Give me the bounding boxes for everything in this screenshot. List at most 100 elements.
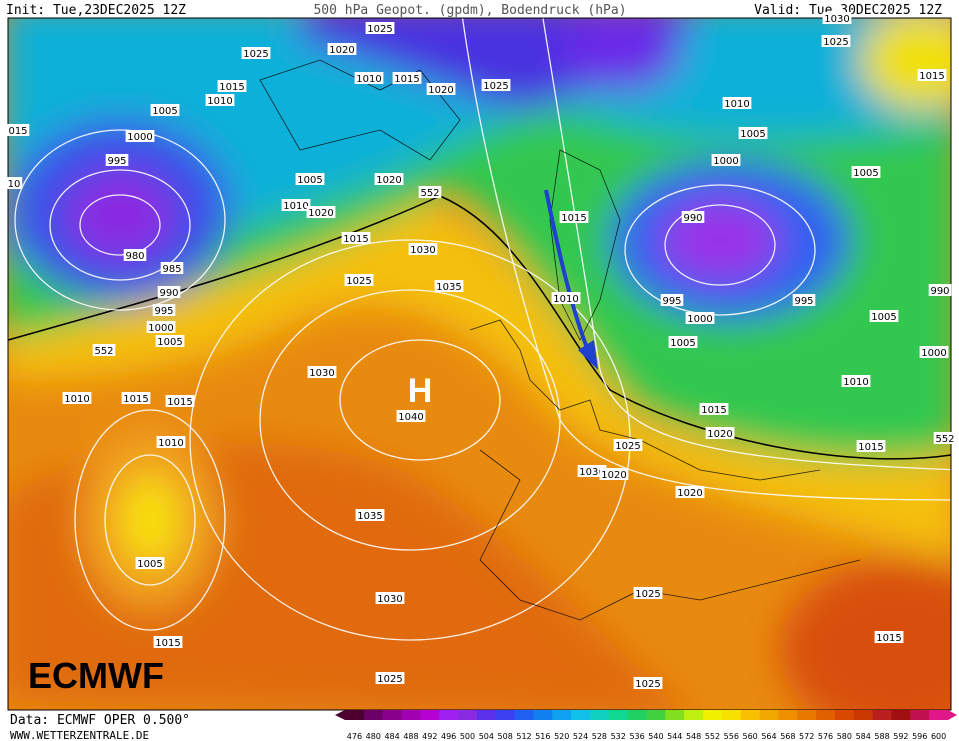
colorbar-label: 504 [479,732,494,741]
isobar-label: 1015 [167,397,192,408]
isobar-label-box [121,392,151,404]
isobar-label: 015 [8,126,27,137]
isobar-label-box [792,294,816,306]
isobar-label-box [660,294,684,306]
isobar-label: 1010 [724,99,749,110]
isobar-label: 1030 [377,594,402,605]
isobar-label-box [821,35,851,47]
init-time: Init: Tue,23DEC2025 12Z [6,3,186,18]
isobar-label-box [917,69,947,81]
isobar-label-box [355,509,385,521]
isobar-label-box [156,436,186,448]
isobar-label: 1020 [329,45,354,56]
colorbar-swatch [363,710,384,720]
isobar-label: 1035 [357,511,382,522]
colorbar-swatch [665,710,685,720]
isobar-label-box [62,392,92,404]
isobar-label: 1025 [367,24,392,35]
isobar-label: 1000 [127,132,152,143]
isobar-label-box [241,47,271,59]
isobar-label-box [711,154,741,166]
colorbar-swatch [608,710,629,720]
isobar-label: 1015 [561,213,586,224]
isobar-label: 10 [8,179,21,190]
isobar-label-box [599,468,629,480]
isobar-label: 990 [930,286,949,297]
isobar-label: 1015 [394,74,419,85]
isobar-label-box [633,587,663,599]
isobar-label: 1015 [343,234,368,245]
isobar-label: 1015 [123,394,148,405]
high-marker: H [408,372,433,410]
isobar-label-box [105,154,129,166]
isobar-label: 1005 [740,129,765,140]
colorbar-label: 476 [347,732,362,741]
colorbar-swatch [345,710,365,720]
isobar-label-box [153,636,183,648]
colorbar-swatch [439,710,459,720]
isobar-label: 1010 [64,394,89,405]
colorbar-label: 600 [931,732,946,741]
isobar-label-box [675,486,705,498]
isobar-label: 1030 [309,368,334,379]
isobar-label-box [738,127,768,139]
colorbar-label: 520 [554,732,569,741]
isobar-label: 995 [794,296,813,307]
isobar-label: 1010 [158,438,183,449]
isobar-label-box [341,232,371,244]
colorbar-label: 528 [592,732,607,741]
isobar-label-box [6,124,30,136]
colorbar-swatch [703,710,723,720]
isobar-label-box [851,166,881,178]
isobar-label-box [160,262,184,274]
isobar-label-box [919,346,949,358]
colorbar-swatch [476,710,497,720]
isobar-label: 1005 [297,175,322,186]
isobar-label: 1030 [824,14,849,25]
colorbar-swatch [495,710,516,720]
colorbar: 476 480 484 488 492 496 500 504 508 512 516 520 524 5… [335,710,957,741]
isobar-label: 1025 [635,679,660,690]
isobar-label: 1010 [843,377,868,388]
isobar-label-box [418,186,442,198]
isobar-label-box [375,592,405,604]
model-logo: ECMWF [28,655,164,696]
isobar-label: 1015 [919,71,944,82]
colorbar-swatch [514,710,534,720]
colorbar-swatch [684,710,704,720]
isobar-label-box [295,173,325,185]
isobar-label-box [135,557,165,569]
colorbar-swatch [853,710,874,720]
isobar-label-box [841,375,871,387]
colorbar-label: 500 [460,732,475,741]
colorbar-label: 552 [705,732,720,741]
colorbar-label: 536 [629,732,644,741]
colorbar-swatch [929,710,949,720]
colorbar-label: 544 [667,732,682,741]
colorbar-label: 492 [422,732,437,741]
isobar-label-box [933,432,957,444]
isobar-label: 552 [420,188,439,199]
colorbar-label: 480 [366,732,381,741]
isobar-label-box [157,286,181,298]
colorbar-label: 556 [724,732,739,741]
colorbar-swatch [797,710,817,720]
isobar-label: 1010 [207,96,232,107]
isobar-label-box [551,292,581,304]
isobar-label-box [205,94,235,106]
isobar-label: 1015 [876,633,901,644]
isobar-label-box [155,335,185,347]
isobar-label-box [633,677,663,689]
colorbar-swatch [816,710,836,720]
isobar-label: 552 [935,434,954,445]
isobar-label: 1020 [707,429,732,440]
isobar-label: 990 [159,288,178,299]
colorbar-label: 496 [441,732,456,741]
isobar-label: 985 [162,264,181,275]
isobar-label: 1025 [823,37,848,48]
isobar-label: 1015 [858,442,883,453]
isobar-label: 1010 [553,294,578,305]
isobar-label: 1015 [155,638,180,649]
isobar-label-box [874,631,904,643]
